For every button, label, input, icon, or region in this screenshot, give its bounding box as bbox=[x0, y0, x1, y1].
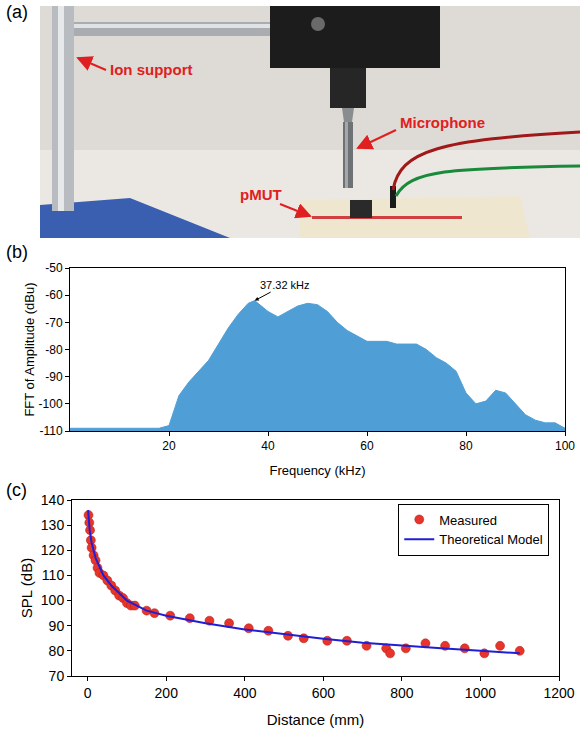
svg-text:140: 140 bbox=[41, 492, 65, 508]
svg-text:110: 110 bbox=[42, 567, 65, 583]
svg-text:90: 90 bbox=[49, 618, 65, 634]
svg-text:-70: -70 bbox=[45, 316, 63, 330]
svg-text:Frequency (kHz): Frequency (kHz) bbox=[269, 463, 365, 478]
svg-text:Microphone: Microphone bbox=[400, 114, 485, 131]
svg-text:1200: 1200 bbox=[543, 685, 574, 701]
svg-text:-110: -110 bbox=[39, 424, 62, 438]
html-text:(b): (b) bbox=[6, 242, 28, 262]
svg-text:Distance (mm): Distance (mm) bbox=[267, 711, 365, 728]
svg-text:Theoretical Model: Theoretical Model bbox=[439, 532, 542, 547]
svg-text:pMUT: pMUT bbox=[240, 186, 282, 203]
svg-text:130: 130 bbox=[41, 517, 65, 533]
svg-text:37.32 kHz: 37.32 kHz bbox=[260, 279, 310, 291]
svg-text:-60: -60 bbox=[45, 288, 63, 302]
svg-text:-100: -100 bbox=[39, 397, 63, 411]
svg-text:40: 40 bbox=[261, 439, 275, 453]
html-text:(a): (a) bbox=[6, 2, 28, 22]
svg-text:70: 70 bbox=[49, 668, 65, 684]
svg-text:800: 800 bbox=[390, 685, 414, 701]
html-text:(c): (c) bbox=[6, 480, 27, 500]
svg-text:-50: -50 bbox=[45, 261, 63, 275]
svg-text:-90: -90 bbox=[45, 370, 63, 384]
svg-text:60: 60 bbox=[360, 439, 374, 453]
svg-text:100: 100 bbox=[555, 439, 575, 453]
svg-text:-80: -80 bbox=[45, 343, 63, 357]
svg-text:1000: 1000 bbox=[465, 685, 496, 701]
svg-text:120: 120 bbox=[41, 542, 65, 558]
svg-text:FFT of Amplitude (dBu): FFT of Amplitude (dBu) bbox=[22, 282, 37, 416]
svg-text:SPL (dB): SPL (dB) bbox=[18, 558, 35, 618]
svg-text:Measured: Measured bbox=[439, 513, 497, 528]
svg-text:600: 600 bbox=[312, 685, 336, 701]
svg-text:80: 80 bbox=[49, 643, 65, 659]
svg-text:20: 20 bbox=[162, 439, 176, 453]
svg-text:Ion support: Ion support bbox=[110, 61, 193, 78]
svg-text:400: 400 bbox=[233, 685, 257, 701]
svg-text:100: 100 bbox=[41, 592, 65, 608]
svg-text:0: 0 bbox=[84, 685, 92, 701]
svg-text:80: 80 bbox=[459, 439, 473, 453]
svg-text:200: 200 bbox=[155, 685, 179, 701]
